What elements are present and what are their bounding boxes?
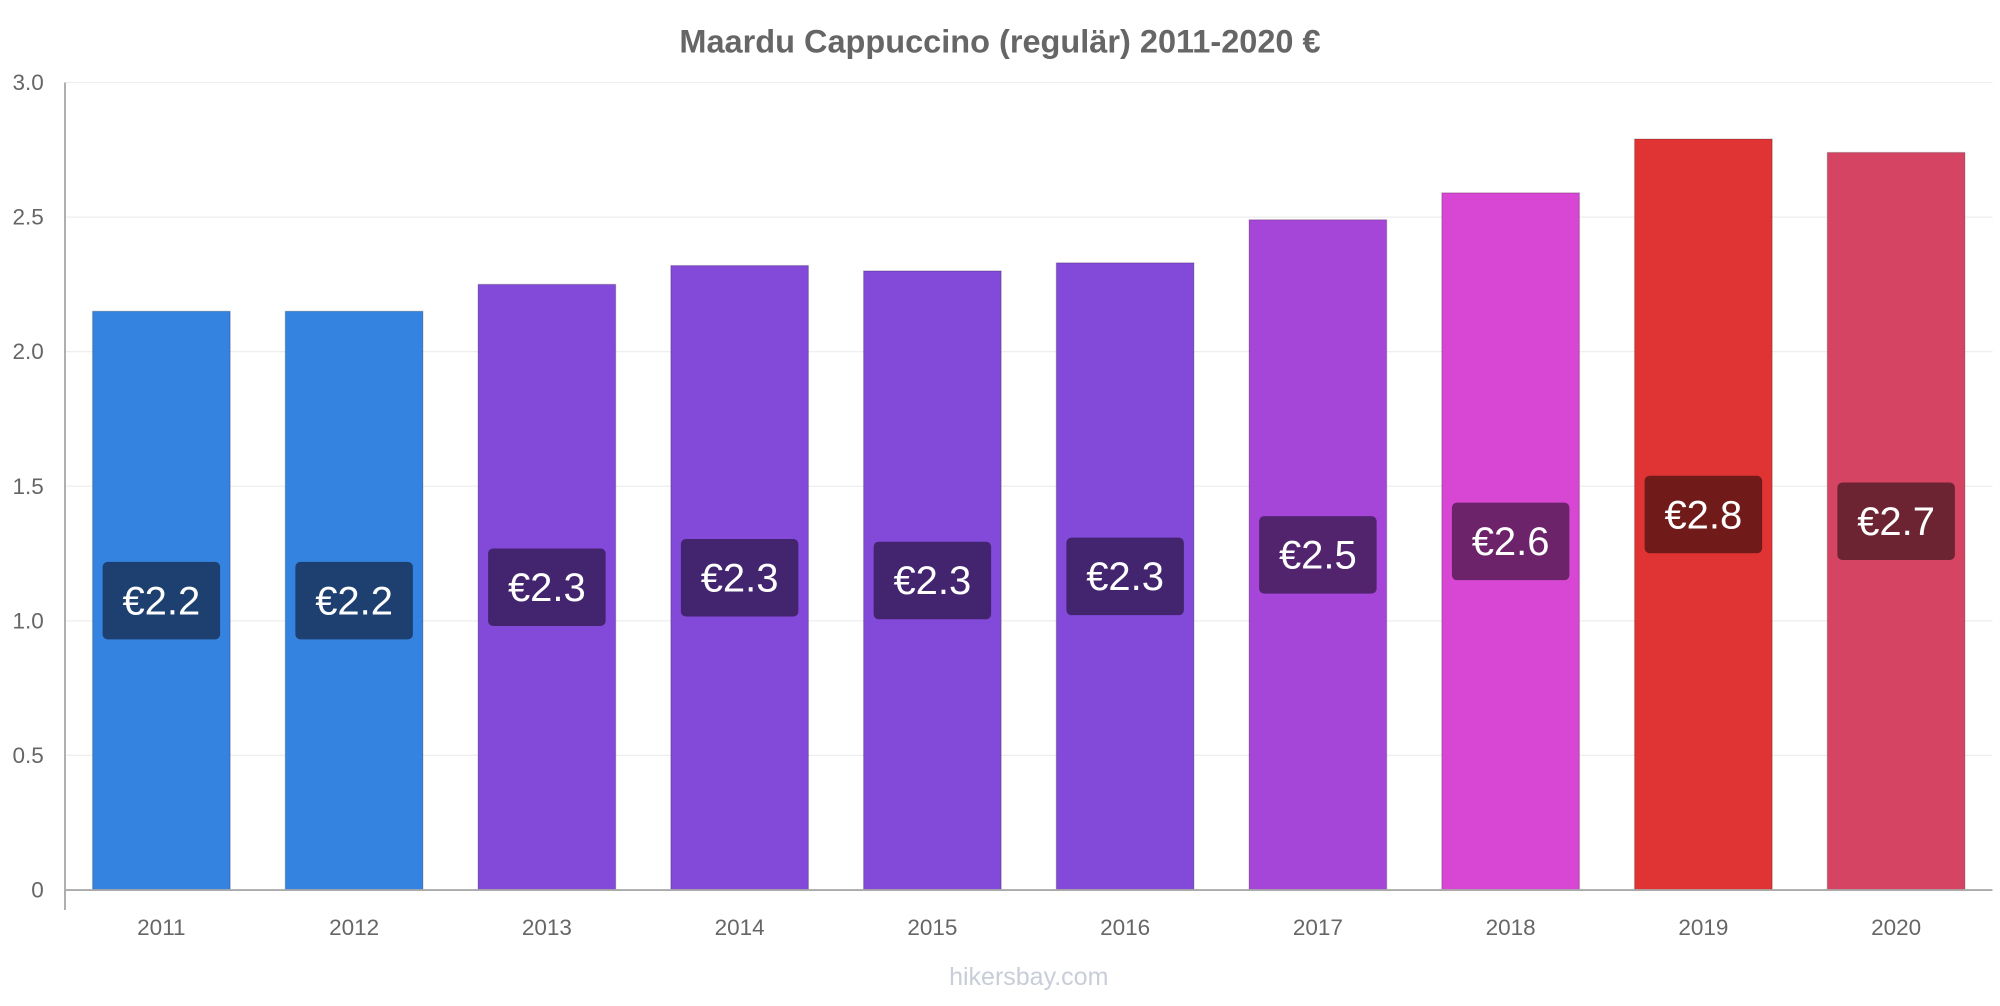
- x-tick-label: 2017: [1293, 915, 1343, 940]
- y-axis: 0 0.5 1.0 1.5 2.0 2.5 3.0: [12, 70, 66, 910]
- bar-group: €2.2: [91, 310, 231, 891]
- data-label-box: [488, 548, 606, 626]
- x-tick-label: 2013: [522, 915, 572, 940]
- bar-group: €2.8: [1633, 138, 1773, 891]
- y-tick-label: 2.0: [12, 339, 43, 364]
- data-label-box: [1644, 475, 1763, 554]
- x-tick-label: 2020: [1871, 915, 1921, 940]
- y-tick-label: 1.0: [12, 608, 43, 633]
- bar-group: €2.3: [1055, 262, 1195, 891]
- x-tick-label: 2012: [329, 915, 379, 940]
- data-label: €2.6: [1472, 520, 1550, 564]
- x-tick-label: 2014: [715, 915, 765, 940]
- data-label: €2.3: [508, 566, 586, 610]
- bar-group: €2.7: [1826, 151, 1966, 891]
- bar-group: €2.3: [862, 270, 1002, 891]
- data-label: €2.2: [122, 579, 200, 623]
- data-label-box: [295, 561, 413, 640]
- bar-group: €2.6: [1441, 192, 1581, 891]
- chart-title: Maardu Cappuccino (regulär) 2011-2020 €: [679, 24, 1320, 60]
- x-tick-label: 2018: [1486, 915, 1536, 940]
- x-tick-label: 2015: [907, 915, 957, 940]
- y-tick-label: 2.5: [12, 205, 43, 230]
- data-label-box: [102, 561, 221, 640]
- bar-group: €2.3: [670, 264, 810, 891]
- data-label: €2.5: [1279, 534, 1357, 578]
- bar-group: €2.2: [284, 310, 424, 891]
- y-tick-label: 0.5: [12, 743, 43, 768]
- x-tick-label: 2011: [137, 915, 185, 940]
- data-label-box: [873, 541, 992, 620]
- data-label: €2.7: [1857, 500, 1935, 544]
- bars: €2.2 €2.2 €2.3 €2.3 €2.3 €2.3 €2.5 €2.6 €2.8 €2.7: [91, 138, 1966, 891]
- y-tick-label: 0: [31, 878, 44, 903]
- x-axis: 2011 2012 2013 2014 2015 2016 2017 2018 2019 2020: [65, 889, 1993, 940]
- x-tick-label: 2019: [1678, 915, 1728, 940]
- data-label: €2.3: [701, 557, 779, 601]
- data-label: €2.3: [893, 559, 971, 603]
- data-label: €2.2: [315, 579, 393, 623]
- watermark: hikersbay.com: [949, 963, 1108, 991]
- data-label: €2.8: [1664, 493, 1742, 537]
- bar-group: €2.3: [477, 283, 617, 891]
- y-tick-label: 3.0: [12, 70, 43, 95]
- bar-group: €2.5: [1248, 219, 1388, 891]
- data-label-box: [1259, 516, 1377, 594]
- data-label-box: [680, 539, 799, 617]
- data-label-box: [1837, 482, 1955, 560]
- x-tick-label: 2016: [1100, 915, 1150, 940]
- data-label-box: [1066, 537, 1184, 616]
- data-label-box: [1451, 502, 1570, 581]
- y-tick-label: 1.5: [12, 474, 43, 499]
- data-label: €2.3: [1086, 555, 1164, 599]
